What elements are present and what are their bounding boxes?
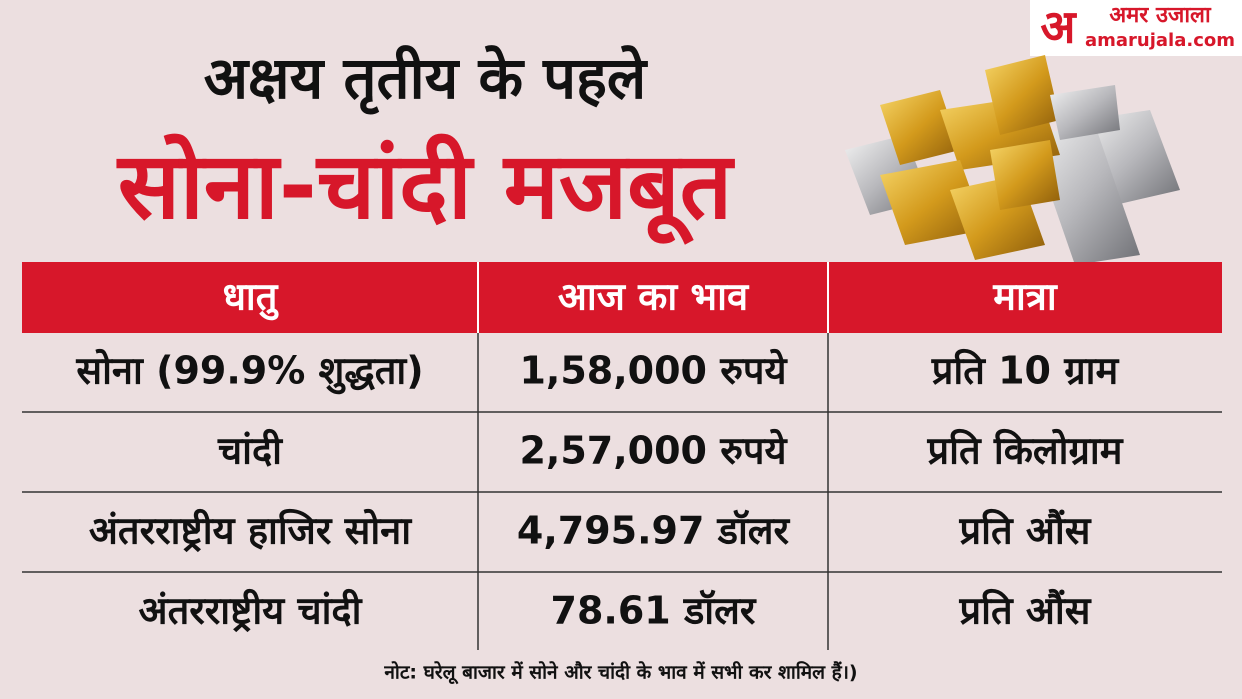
logo-name: अमर उजाला: [1109, 3, 1212, 28]
table-cell: चांदी: [217, 429, 283, 473]
table-body: सोना (99.9% शुद्धता) 1,58,000 रुपये प्रति …: [75, 349, 1123, 633]
table-cell: सोना (99.9% शुद्धता): [75, 349, 423, 395]
table-cell: 1,58,000 रुपये: [519, 349, 788, 393]
table-cell: प्रति औंस: [959, 589, 1092, 633]
bullion-illustration: [845, 55, 1180, 265]
table-cell: अंतरराष्ट्रीय चांदी: [139, 589, 363, 633]
table-cell: अंतरराष्ट्रीय हाजिर सोना: [89, 509, 412, 553]
note: नोट: घरेलू बाजार में सोने और चांदी के भा…: [383, 661, 857, 685]
table-cell: 78.61 डॉलर: [551, 589, 757, 633]
column-header: आज का भाव: [558, 275, 750, 319]
table-cell: 4,795.97 डॉलर: [517, 509, 791, 553]
logo-mark: अ: [1040, 0, 1077, 54]
table-cell: 2,57,000 रुपये: [519, 429, 788, 473]
table-cell: प्रति किलोग्राम: [927, 429, 1124, 473]
title-line1: अक्षय तृतीय के पहले: [204, 44, 649, 115]
logo-box: [1030, 0, 1242, 56]
table-cell: प्रति औंस: [959, 509, 1092, 553]
column-header: धातु: [223, 275, 280, 321]
title-line2: सोना-चांदी मजबूत: [116, 132, 736, 245]
table-cell: प्रति 10 ग्राम: [931, 349, 1120, 393]
logo-site: amarujala.com: [1085, 30, 1235, 51]
table-header-band: [22, 262, 1222, 333]
column-header: मात्रा: [992, 275, 1058, 319]
